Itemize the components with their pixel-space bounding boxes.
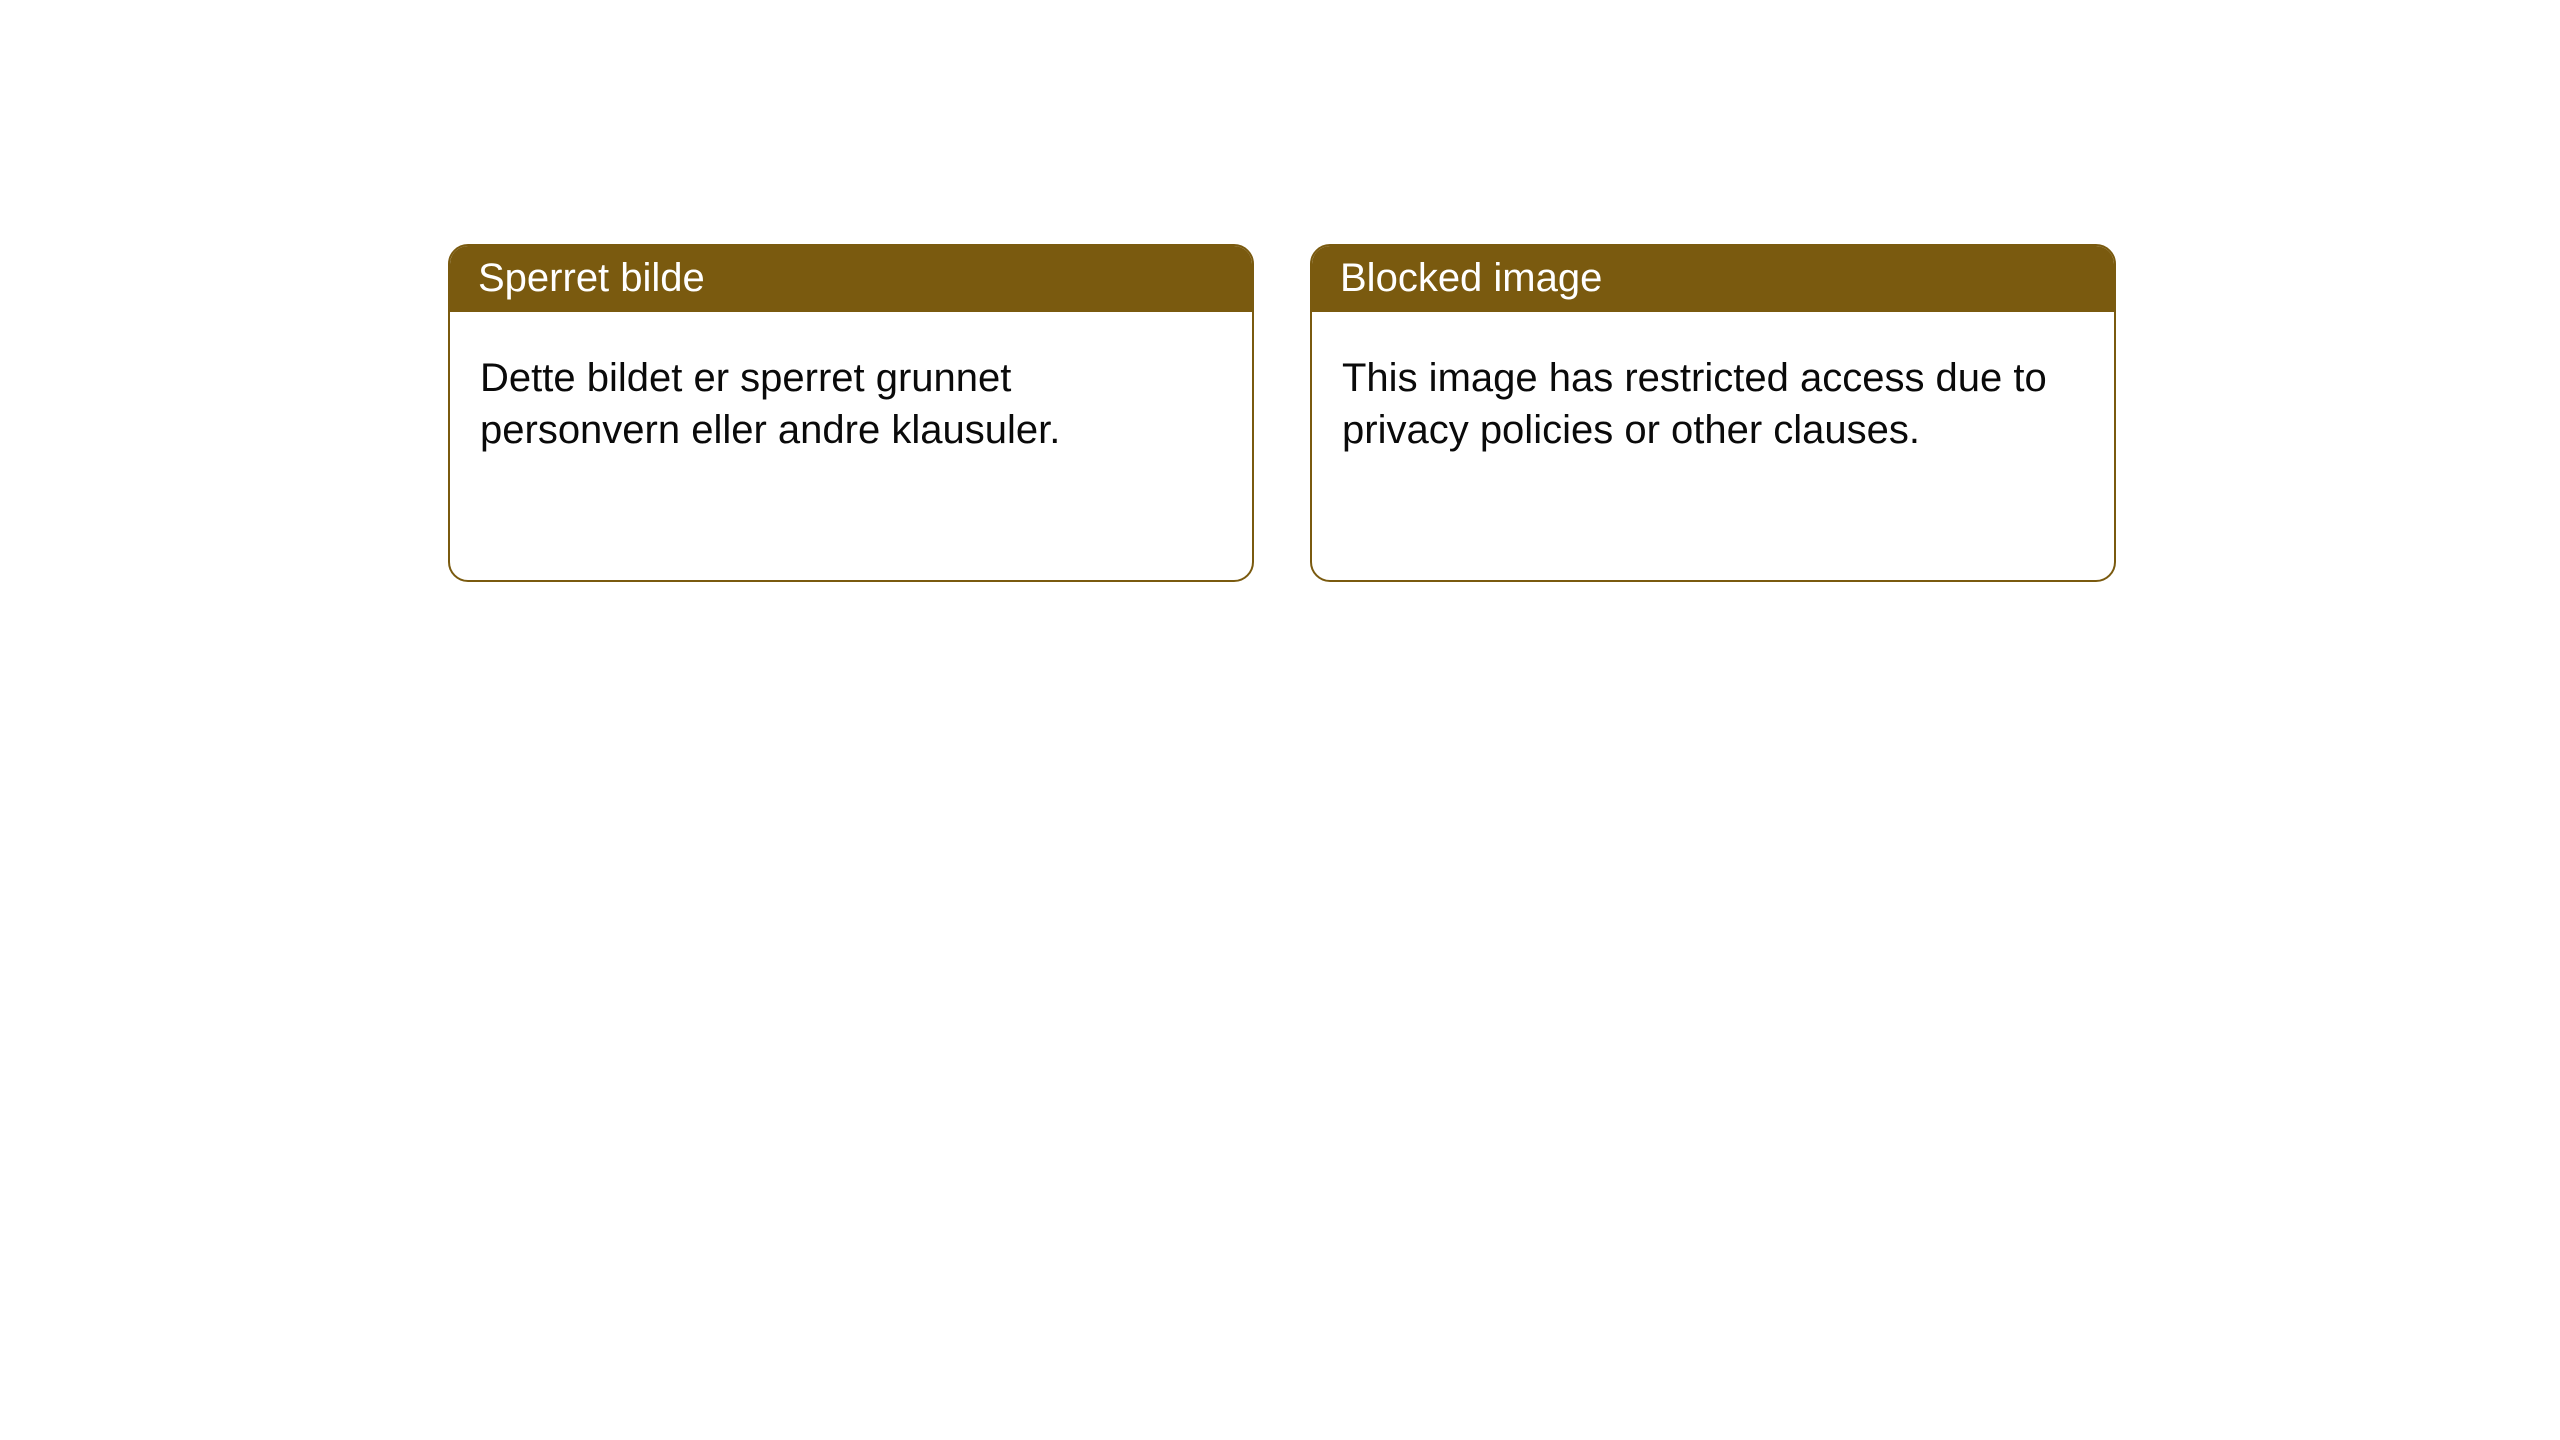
blocked-image-card-no: Sperret bilde Dette bildet er sperret gr…: [448, 244, 1254, 582]
notice-cards-row: Sperret bilde Dette bildet er sperret gr…: [0, 0, 2560, 582]
card-header-no: Sperret bilde: [450, 246, 1252, 312]
card-header-en: Blocked image: [1312, 246, 2114, 312]
blocked-image-card-en: Blocked image This image has restricted …: [1310, 244, 2116, 582]
card-body-no: Dette bildet er sperret grunnet personve…: [450, 312, 1252, 486]
card-body-en: This image has restricted access due to …: [1312, 312, 2114, 486]
